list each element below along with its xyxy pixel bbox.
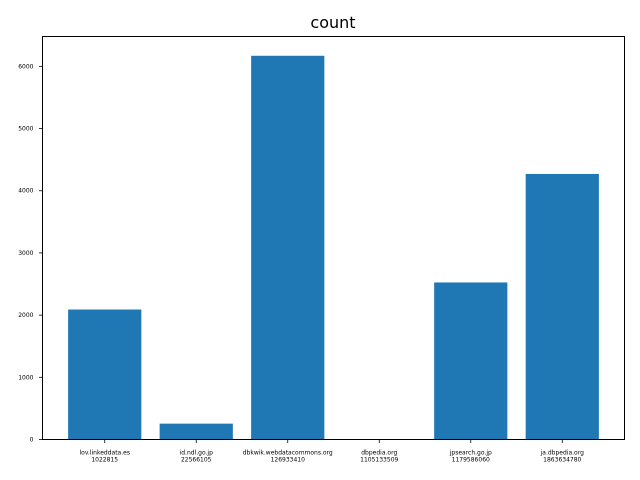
x-tick-label-1-0: id.ndl.go.jp xyxy=(180,450,214,457)
y-axis: 0 1000 2000 3000 4000 5000 6000 xyxy=(18,63,43,444)
x-tick-label-5-0: ja.dbpedia.org xyxy=(540,450,584,457)
x-tick-label-2-1: 126933410 xyxy=(271,457,306,464)
x-tick-label-5-1: 1863634780 xyxy=(543,457,581,464)
plot-frame xyxy=(42,36,625,440)
x-tick-label-4-0: jpsearch.go.jp xyxy=(449,450,492,457)
bar-0 xyxy=(68,309,142,440)
y-tick-label-1: 1000 xyxy=(18,374,33,381)
chart-title: count xyxy=(310,13,355,32)
x-tick-label-0-0: lov.linkeddata.es xyxy=(79,450,129,457)
y-tick-label-6: 6000 xyxy=(18,63,33,70)
x-tick-label-1-1: 22566105 xyxy=(181,457,212,464)
x-tick-label-4-1: 1179586060 xyxy=(452,457,490,464)
y-tick-label-2: 2000 xyxy=(18,312,33,319)
x-tick-label-0-1: 1022815 xyxy=(91,457,118,464)
y-tick-label-0: 0 xyxy=(30,437,34,444)
x-tick-label-2-0: dbkwik.webdatacommons.org xyxy=(243,450,333,457)
bar-2 xyxy=(251,55,325,440)
y-tick-label-3: 3000 xyxy=(18,250,33,257)
y-tick-label-5: 5000 xyxy=(18,126,33,133)
bars-group xyxy=(68,55,599,440)
bar-4 xyxy=(434,282,508,440)
bar-1 xyxy=(159,423,233,440)
bar-5 xyxy=(525,173,599,440)
x-tick-label-3-1: 1105133509 xyxy=(360,457,398,464)
x-tick-label-3-0: dbpedia.org xyxy=(361,450,397,457)
y-tick-label-4: 4000 xyxy=(18,188,33,195)
